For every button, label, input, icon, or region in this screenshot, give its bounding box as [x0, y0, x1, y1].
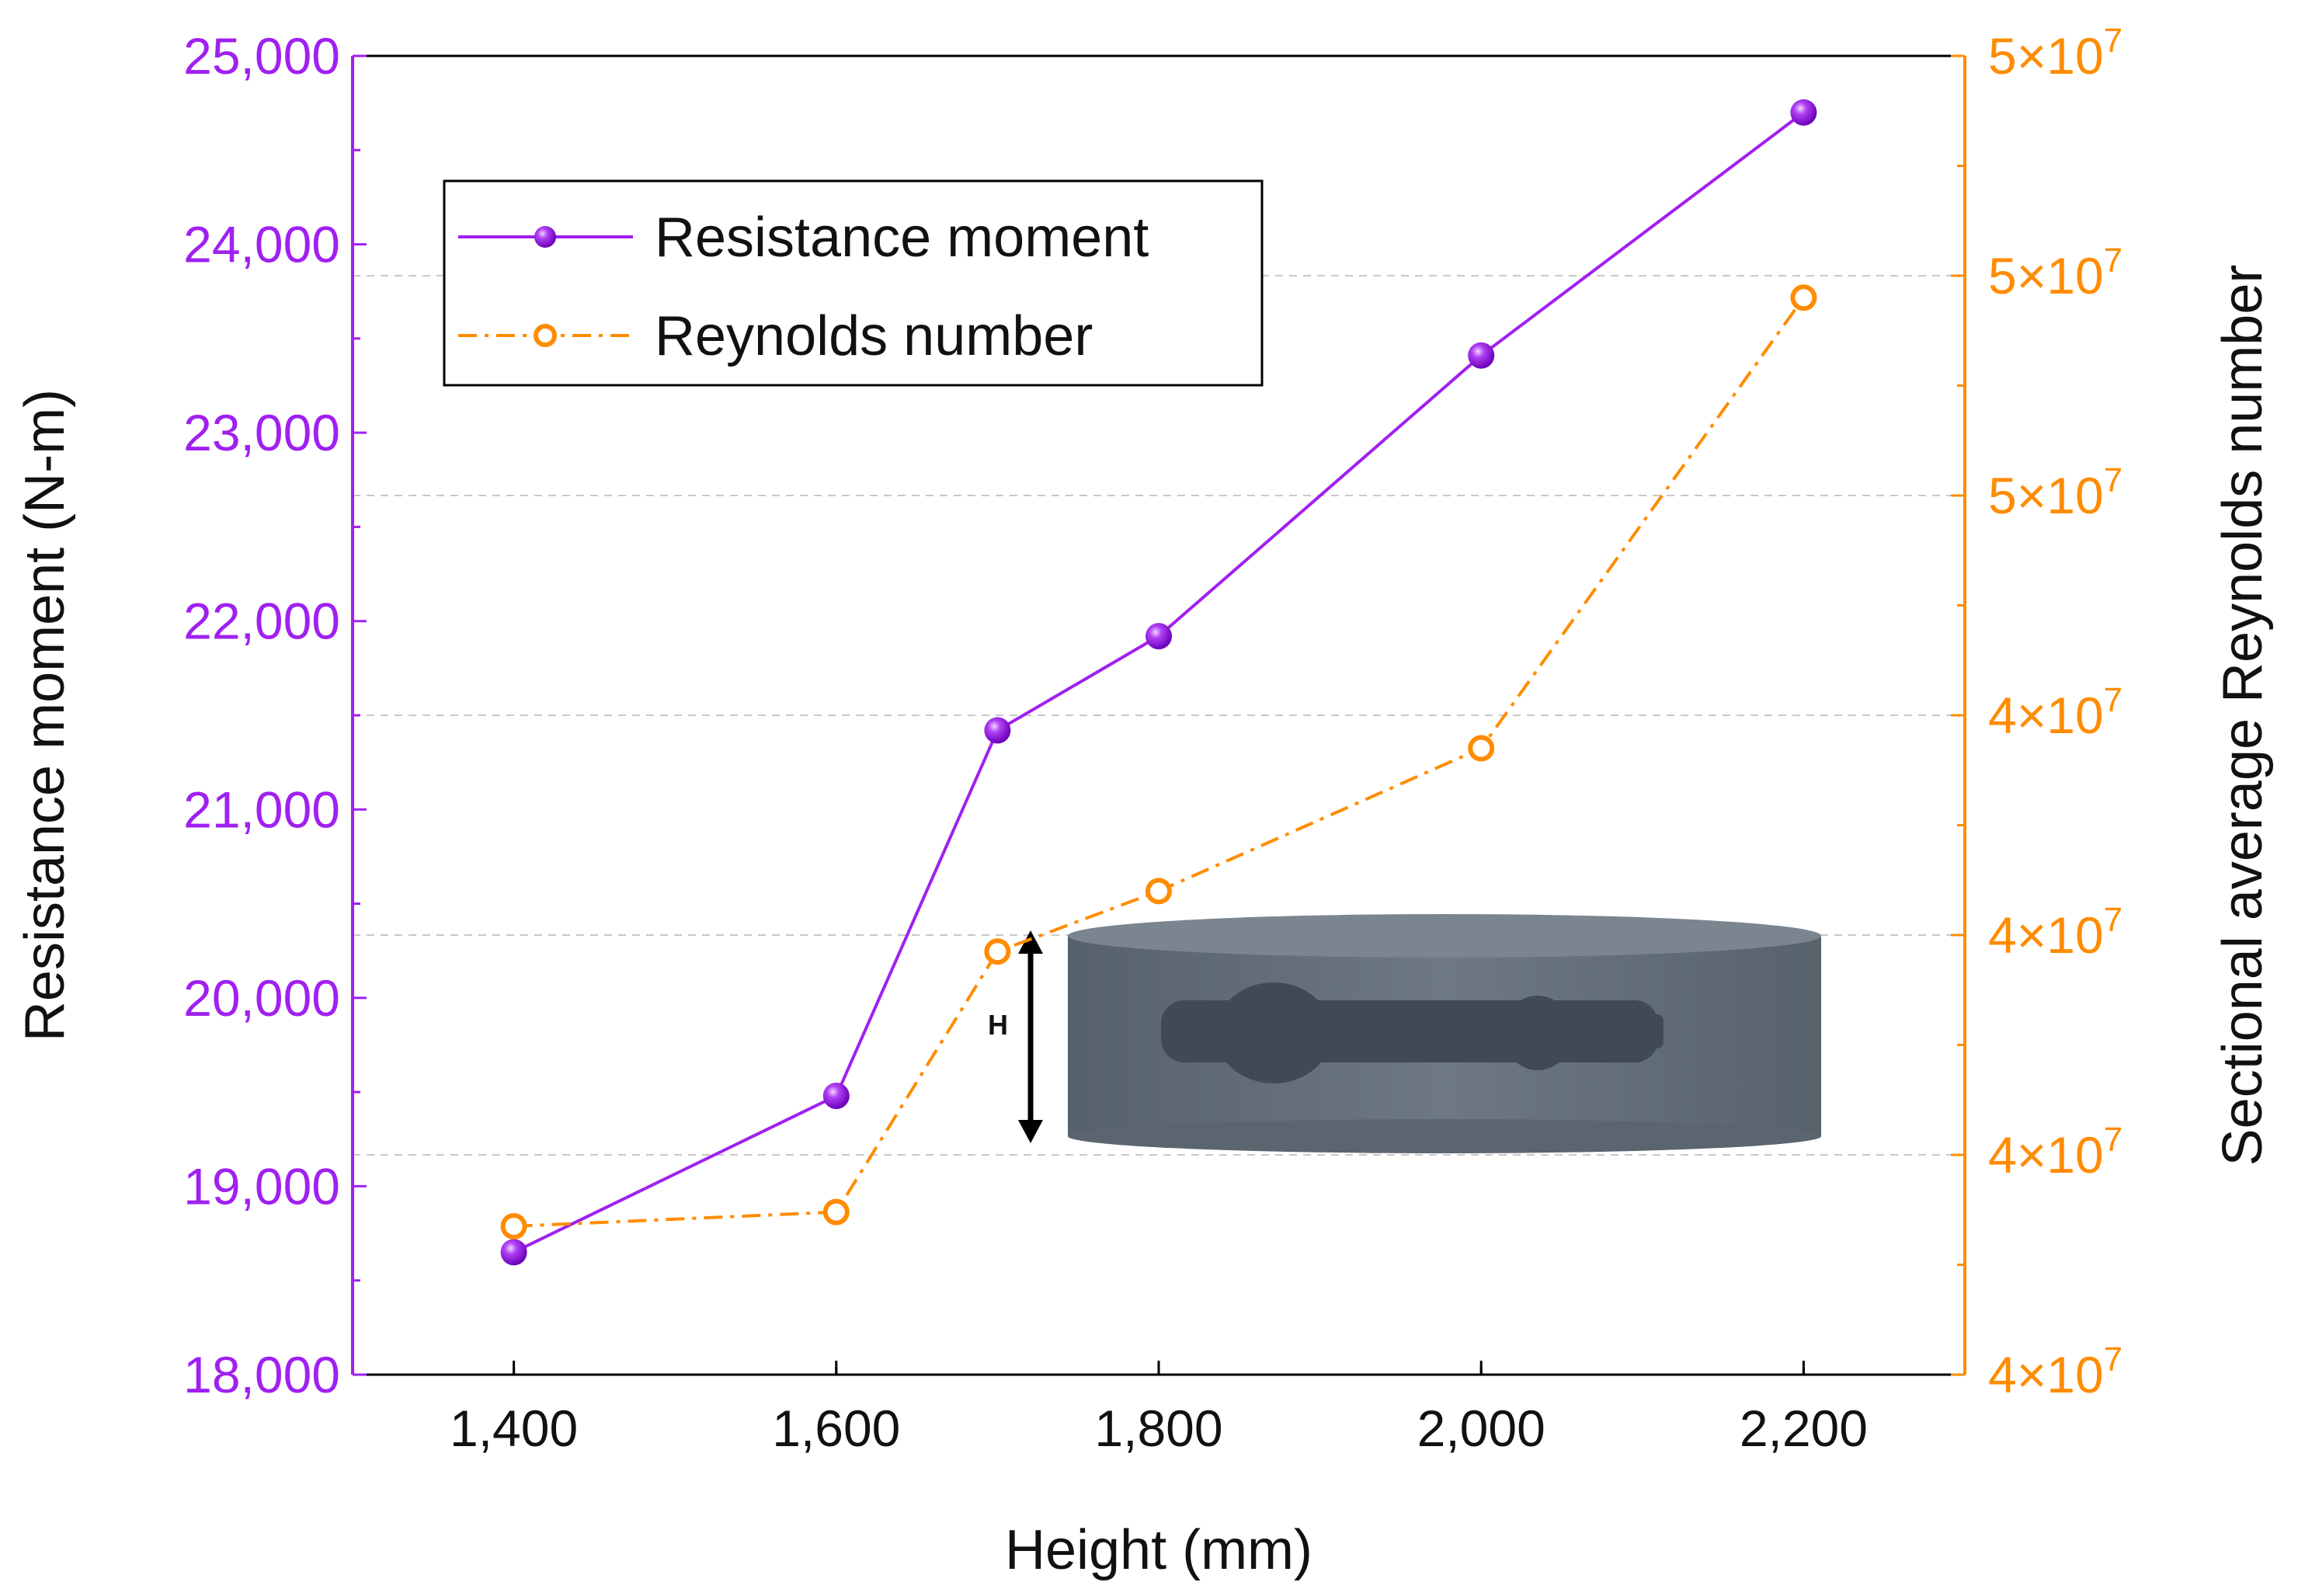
x-tick-label: 1,600 — [772, 1400, 900, 1457]
right-axis-title: Sectional average Reynolds number — [2212, 265, 2274, 1167]
series-line-resistance-moment — [513, 111, 1805, 1254]
y-right-tick-label: 4×107 — [1988, 1121, 2122, 1184]
resistance-moment-point — [822, 1082, 850, 1109]
left-axis-title: Resistance moment (N-m) — [14, 389, 76, 1041]
legend-label-resistance: Resistance moment — [655, 207, 1149, 269]
x-tick-label: 2,000 — [1417, 1400, 1545, 1457]
reynolds-number-point — [984, 938, 1011, 965]
legend-marker-resistance — [534, 226, 556, 248]
y-right-tick-label: 5×107 — [1988, 461, 2122, 524]
y-left-tick-label: 21,000 — [183, 781, 340, 838]
y-right-tick-exponent: 7 — [2104, 901, 2122, 939]
legend-label-reynolds: Reynolds number — [655, 305, 1093, 367]
y-right-tick-exponent: 7 — [2104, 1121, 2122, 1159]
resistance-moment-point — [1790, 99, 1817, 126]
resistance-moment-point — [984, 717, 1011, 744]
y-right-tick-label: 4×107 — [1988, 681, 2122, 744]
y-right-tick-exponent: 7 — [2104, 22, 2122, 60]
x-tick-label: 2,200 — [1740, 1400, 1868, 1457]
y-right-tick-exponent: 7 — [2104, 242, 2122, 280]
reynolds-number-point — [822, 1198, 850, 1226]
arrow-down-icon — [1018, 1120, 1043, 1143]
cylinder-inset-illustration: H — [988, 914, 1821, 1153]
y-left-tick-label: 22,000 — [183, 593, 340, 650]
resistance-moment-point — [500, 1239, 527, 1266]
y-left-tick-label: 19,000 — [183, 1157, 340, 1215]
x-axis-title: Height (mm) — [1005, 1519, 1312, 1581]
reynolds-number-point — [1468, 735, 1495, 762]
reynolds-number-point — [500, 1212, 527, 1240]
y-right-tick-exponent: 7 — [2104, 461, 2122, 499]
series-layer — [500, 99, 1817, 1266]
reynolds-number-point — [1146, 878, 1172, 905]
y-left-tick-label: 23,000 — [183, 404, 340, 461]
inset-height-label: H — [988, 1009, 1008, 1041]
axis-ticks: 1,400 1,600 1,800 2,000 2,200 18,000 19,000 20,… — [183, 22, 2122, 1457]
y-right-tick-label: 4×107 — [1988, 1340, 2122, 1403]
hull-model — [1161, 982, 1664, 1083]
y-left-tick-label: 25,000 — [183, 27, 340, 85]
y-right-tick-exponent: 7 — [2104, 681, 2122, 719]
y-left-tick-label: 24,000 — [183, 216, 340, 273]
x-tick-label: 1,800 — [1094, 1400, 1222, 1457]
legend-marker-reynolds — [534, 324, 557, 347]
y-right-tick-label: 4×107 — [1988, 901, 2122, 964]
y-left-tick-label: 18,000 — [183, 1346, 340, 1403]
resistance-moment-point — [1146, 623, 1172, 650]
y-right-tick-exponent: 7 — [2104, 1340, 2122, 1379]
y-right-tick-label: 5×107 — [1988, 242, 2122, 304]
legend: Resistance moment Reynolds number — [443, 179, 1264, 387]
legend-box — [443, 179, 1264, 387]
arrow-up-icon — [1018, 930, 1043, 954]
x-tick-label: 1,400 — [450, 1400, 578, 1457]
resistance-moment-point — [1468, 342, 1495, 369]
cylinder-bottom — [1068, 1119, 1821, 1153]
y-right-tick-label: 5×107 — [1988, 22, 2122, 85]
cylinder-top — [1068, 914, 1821, 958]
series-line-reynolds-number — [513, 297, 1806, 1228]
y-left-tick-label: 20,000 — [183, 969, 340, 1027]
reynolds-number-point — [1790, 284, 1817, 311]
